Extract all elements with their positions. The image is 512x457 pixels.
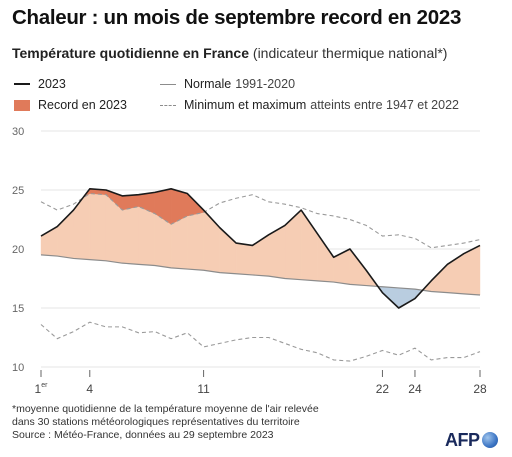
footnote-line-2: dans 30 stations météorologiques représe… bbox=[12, 416, 300, 428]
temperature-chart: 10 15 20 25 30 1er 4 11 22 24 28 bbox=[12, 126, 487, 396]
x-tick-label: 1er bbox=[35, 382, 49, 396]
afp-logo: AFP bbox=[445, 430, 498, 450]
y-tick-label: 20 bbox=[12, 244, 24, 256]
normal-line bbox=[40, 254, 481, 296]
x-tick-label: 24 bbox=[408, 382, 422, 396]
above-normal-area bbox=[284, 209, 302, 280]
above-normal-area bbox=[317, 233, 334, 283]
y-tick-label: 10 bbox=[12, 362, 24, 374]
legend-swatch-record bbox=[14, 99, 30, 111]
footnote-line-1: *moyenne quotidienne de la température m… bbox=[12, 403, 319, 415]
legend-label-record: Record en 2023 bbox=[38, 98, 127, 112]
footnote: *moyenne quotidienne de la température m… bbox=[12, 403, 412, 442]
above-normal-area bbox=[89, 188, 107, 261]
y-tick-label: 30 bbox=[12, 126, 24, 138]
y-tick-label: 15 bbox=[12, 303, 24, 315]
legend-label-2023: 2023 bbox=[38, 77, 66, 91]
chart-subtitle: Température quotidienne en France (indic… bbox=[12, 45, 447, 61]
legend-swatch-normal bbox=[160, 83, 176, 85]
below-normal-area bbox=[398, 287, 416, 309]
legend-swatch-2023 bbox=[14, 83, 30, 85]
chart-title: Chaleur : un mois de septembre record en… bbox=[12, 6, 462, 29]
series-2023-line bbox=[40, 188, 481, 309]
legend-label-normal: Normale bbox=[184, 77, 232, 91]
subtitle-main: Température quotidienne en France bbox=[12, 45, 250, 61]
x-tick-label: 28 bbox=[473, 382, 487, 396]
legend-item-normal: Normale 1991-2020 bbox=[160, 77, 295, 91]
legend-label-normal-period: 1991-2020 bbox=[235, 77, 296, 91]
above-normal-area bbox=[235, 242, 253, 276]
y-tick-label: 25 bbox=[12, 185, 24, 197]
footnote-source: Source : Météo-France, données au 29 sep… bbox=[12, 429, 274, 441]
legend-item-2023: 2023 bbox=[14, 77, 66, 91]
above-normal-area bbox=[333, 248, 351, 285]
legend-label-minmax: Minimum et maximum bbox=[184, 98, 307, 112]
legend-swatch-minmax bbox=[160, 104, 176, 106]
legend-item-minmax: Minimum et maximum atteints entre 1947 e… bbox=[160, 98, 459, 112]
subtitle-detail: (indicateur thermique national*) bbox=[249, 45, 448, 61]
legend-label-minmax-period: atteints entre 1947 et 2022 bbox=[310, 98, 459, 112]
afp-logo-text: AFP bbox=[445, 429, 480, 450]
minimum-line bbox=[40, 321, 481, 362]
legend-item-record: Record en 2023 bbox=[14, 98, 127, 112]
x-tick-label: 11 bbox=[197, 382, 210, 396]
x-tick-label: 4 bbox=[86, 382, 93, 396]
x-tick-label: 22 bbox=[376, 382, 390, 396]
afp-logo-globe-icon bbox=[481, 432, 498, 448]
